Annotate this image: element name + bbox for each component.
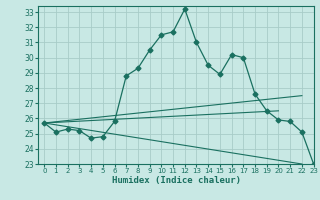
X-axis label: Humidex (Indice chaleur): Humidex (Indice chaleur) (111, 176, 241, 185)
